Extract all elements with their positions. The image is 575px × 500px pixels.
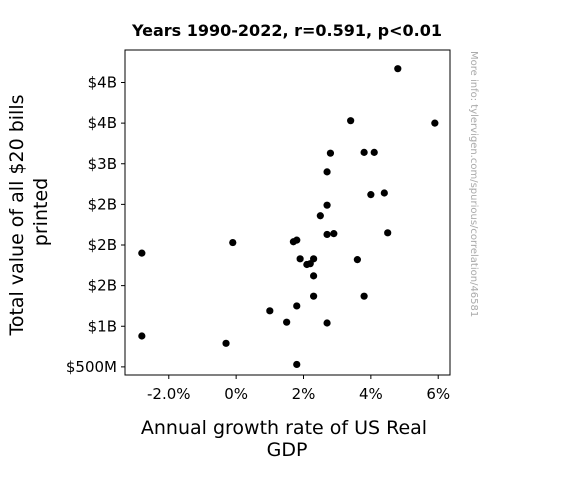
data-point — [323, 319, 331, 327]
y-axis: $500M $1B $2B $2B $2B $3B $4B $4B — [66, 74, 125, 376]
data-point — [326, 149, 335, 157]
data-points — [138, 65, 439, 369]
y-axis-label: Total value of all $20 bills printed — [6, 88, 52, 336]
y-tick-label: $1B — [88, 317, 117, 335]
data-point — [310, 292, 318, 300]
x-axis-label: Annual growth rate of US Real GDP — [141, 417, 433, 461]
y-tick-label: $2B — [88, 236, 117, 254]
y-tick-label: $3B — [88, 155, 117, 173]
data-point — [347, 117, 355, 125]
data-point — [370, 148, 378, 156]
data-point — [293, 236, 301, 244]
x-tick-label: 4% — [359, 385, 383, 403]
y-axis-label-line-2: printed — [30, 178, 52, 246]
source-note: More info: tylervigen.com/spurious/corre… — [468, 51, 479, 317]
data-point — [330, 230, 338, 238]
y-tick-label: $4B — [88, 114, 117, 132]
data-point — [367, 191, 375, 199]
x-tick-label: 0% — [224, 385, 248, 403]
y-tick-label: $2B — [88, 277, 117, 295]
data-point — [323, 168, 331, 176]
data-point — [323, 201, 331, 209]
x-axis-label-line-1: Annual growth rate of US Real — [141, 417, 427, 439]
data-point — [296, 255, 304, 263]
data-point — [283, 318, 291, 326]
y-tick-label: $2B — [88, 195, 117, 213]
data-point — [229, 238, 237, 247]
data-point — [310, 255, 318, 263]
chart-title: Years 1990-2022, r=0.591, p<0.01 — [131, 21, 442, 40]
data-point — [138, 249, 146, 257]
data-point — [293, 302, 301, 310]
x-tick-label: 2% — [292, 385, 316, 403]
plot-area-frame — [124, 49, 451, 376]
data-point — [138, 332, 146, 340]
data-point — [323, 230, 331, 239]
data-point — [222, 339, 230, 347]
y-axis-label-line-1: Total value of all $20 bills — [6, 95, 28, 337]
data-point — [266, 307, 274, 315]
data-point — [353, 256, 361, 264]
x-axis: -2.0% 0% 2% 4% 6% — [147, 375, 450, 403]
data-point — [394, 65, 402, 73]
data-point — [360, 292, 368, 300]
x-axis-label-line-2: GDP — [267, 439, 308, 461]
y-tick-label: $500M — [66, 358, 117, 376]
y-tick-label: $4B — [88, 74, 117, 92]
data-point — [360, 148, 368, 156]
data-point — [384, 229, 392, 237]
data-point — [316, 212, 324, 220]
x-tick-label: -2.0% — [147, 385, 191, 403]
data-point — [380, 189, 388, 197]
data-point — [293, 360, 301, 369]
data-point — [310, 272, 318, 280]
data-point — [431, 119, 439, 127]
x-tick-label: 6% — [426, 385, 450, 403]
